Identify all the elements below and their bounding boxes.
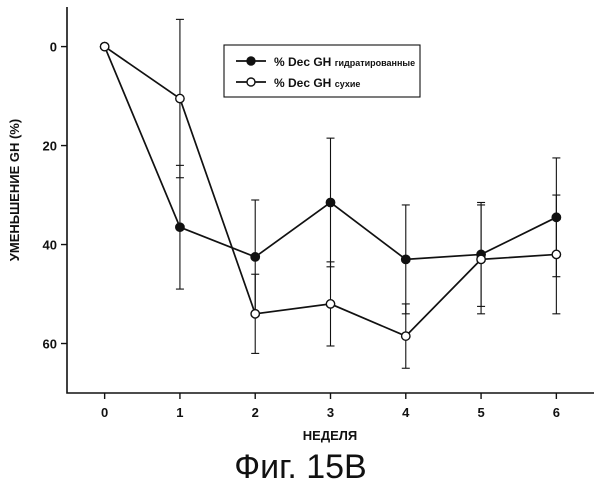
data-point-hydrated bbox=[326, 198, 334, 206]
data-point-dry bbox=[176, 94, 184, 102]
legend-hydrated-marker bbox=[247, 57, 255, 65]
y-tick-label: 60 bbox=[43, 337, 57, 352]
y-tick-label: 0 bbox=[50, 40, 57, 55]
y-axis-title: УМЕНЬШЕНИЕ GH (%) bbox=[7, 119, 22, 261]
x-axis-title: НЕДЕЛЯ bbox=[303, 428, 357, 443]
legend-dry-label: % Dec GH сухие bbox=[274, 76, 360, 90]
y-tick-label: 40 bbox=[43, 238, 57, 253]
y-tick-label: 20 bbox=[43, 139, 57, 154]
legend-hydrated-label: % Dec GH гидратированные bbox=[274, 55, 415, 69]
figure-caption: Фиг. 15B bbox=[0, 448, 601, 487]
data-point-dry bbox=[552, 250, 560, 258]
data-point-dry bbox=[100, 42, 108, 50]
data-point-dry bbox=[402, 332, 410, 340]
data-point-hydrated bbox=[402, 255, 410, 263]
x-tick-label: 5 bbox=[477, 405, 484, 420]
x-tick-label: 0 bbox=[101, 405, 108, 420]
x-tick-label: 1 bbox=[176, 405, 183, 420]
x-tick-label: 2 bbox=[252, 405, 259, 420]
legend-dry-marker bbox=[247, 78, 255, 86]
data-point-dry bbox=[251, 310, 259, 318]
data-point-hydrated bbox=[251, 253, 259, 261]
legend: % Dec GH гидратированные % Dec GH сухие bbox=[224, 45, 420, 97]
data-point-dry bbox=[326, 300, 334, 308]
data-point-dry bbox=[477, 255, 485, 263]
x-tick-label: 6 bbox=[553, 405, 560, 420]
x-tick-label: 4 bbox=[402, 405, 410, 420]
data-point-hydrated bbox=[176, 223, 184, 231]
x-tick-label: 3 bbox=[327, 405, 334, 420]
